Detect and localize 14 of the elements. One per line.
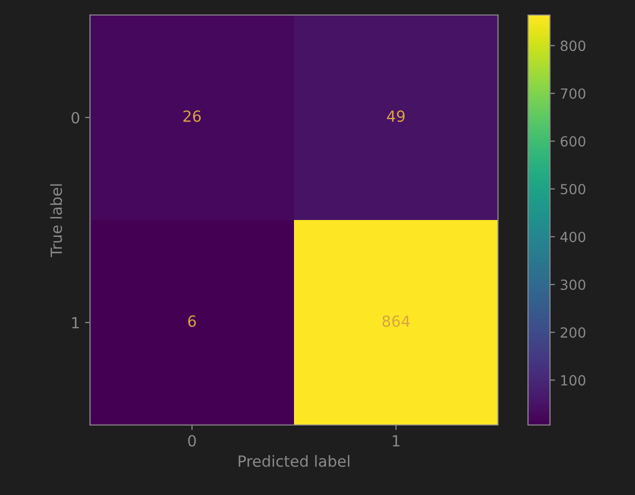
color-bar-label: 600 xyxy=(560,136,586,147)
data-label: 49 xyxy=(387,110,405,122)
color-bar-label: 800 xyxy=(560,40,586,52)
data-label: 6 xyxy=(188,315,196,327)
color-bar-label: 100 xyxy=(561,375,586,386)
color-bar-label: 500 xyxy=(560,184,586,194)
color-bar-label: 400 xyxy=(560,232,586,242)
data-label: 864 xyxy=(382,315,410,327)
x-axis-title: Predicted label xyxy=(238,455,350,467)
color-bar-label: 200 xyxy=(560,327,586,338)
data-label: 26 xyxy=(183,110,201,122)
color-bar-label: 700 xyxy=(560,88,586,99)
color-bar-label: 300 xyxy=(560,279,586,290)
y-axis-title: True label xyxy=(50,184,62,258)
